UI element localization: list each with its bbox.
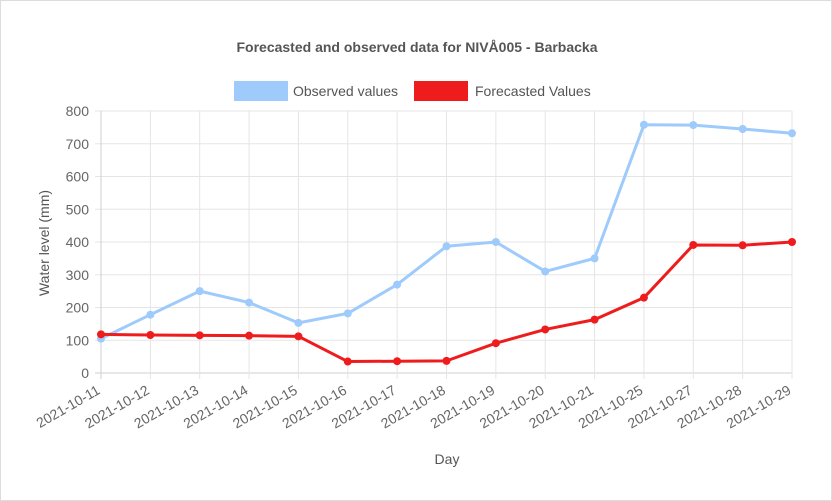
data-point[interactable] [294,332,303,341]
legend-item[interactable]: Observed values [234,81,398,101]
data-point[interactable] [738,241,747,250]
series-forecasted [97,238,796,366]
y-tick-label: 200 [66,300,90,316]
data-point[interactable] [491,238,500,246]
y-tick-label: 400 [66,234,90,250]
y-axis-title: Water level (mm) [36,190,52,296]
data-point[interactable] [393,280,402,289]
y-tick-label: 600 [66,169,90,185]
data-point[interactable] [442,356,451,365]
y-tick-label: 700 [66,136,90,152]
data-point[interactable] [393,357,402,366]
x-axis-ticks: 2021-10-112021-10-122021-10-132021-10-14… [33,382,793,432]
legend-item[interactable]: Forecasted Values [414,81,591,101]
data-point[interactable] [442,242,451,251]
data-point[interactable] [689,121,698,130]
data-point[interactable] [245,331,254,340]
y-tick-label: 800 [66,103,90,119]
y-axis-ticks: 0 100 200 300 400 500 600 700 800 [66,103,90,381]
chart-title: Forecasted and observed data for NIVÅ005… [236,39,597,55]
legend-swatch [414,81,468,101]
y-tick-label: 100 [66,332,90,348]
x-axis-title: Day [435,451,460,467]
data-point[interactable] [689,240,698,249]
data-point[interactable] [195,331,204,340]
data-point[interactable] [639,293,648,302]
data-point[interactable] [195,287,204,296]
data-point[interactable] [491,339,500,348]
series-layer [97,120,796,366]
data-point[interactable] [788,238,796,246]
data-point[interactable] [294,318,303,327]
data-point[interactable] [738,125,747,134]
data-point[interactable] [343,309,352,318]
legend-label: Forecasted Values [475,83,591,99]
y-tick-label: 0 [81,365,89,381]
data-point[interactable] [245,298,254,307]
data-point[interactable] [541,267,550,276]
legend: Observed values Forecasted Values [234,81,591,101]
data-point[interactable] [343,357,352,366]
data-point[interactable] [590,254,599,263]
data-point[interactable] [590,315,599,324]
y-tick-label: 300 [66,267,90,283]
legend-label: Observed values [293,83,398,99]
series-observed [97,120,796,343]
data-point[interactable] [97,330,105,339]
data-point[interactable] [146,310,155,319]
data-point[interactable] [541,325,550,334]
data-point[interactable] [639,120,648,129]
legend-swatch [234,81,288,101]
y-tick-label: 500 [66,201,90,217]
data-point[interactable] [146,331,155,340]
data-point[interactable] [788,129,796,138]
